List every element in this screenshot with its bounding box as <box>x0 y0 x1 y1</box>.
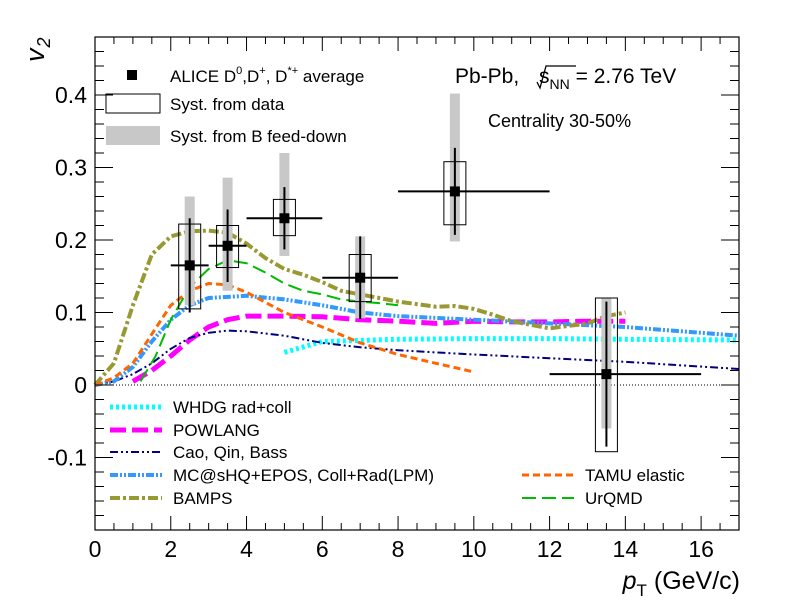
x-tick-label: 14 <box>613 536 639 562</box>
x-tick-label: 0 <box>89 536 102 562</box>
system-energy-label: Pb-Pb, sNN = 2.76 TeV <box>455 65 676 92</box>
legend-syst-data-label: Syst. from data <box>170 95 285 114</box>
data-point-5 <box>601 369 612 380</box>
x-tick-label: 6 <box>316 536 329 562</box>
x-axis-title: pT (GeV/c) <box>622 567 740 600</box>
x-tick-label: 8 <box>392 536 405 562</box>
centrality-label: Centrality 30-50% <box>488 111 631 131</box>
data-points <box>170 147 702 447</box>
y-tick-label: 0.1 <box>55 300 87 326</box>
legend-label-urqmd: UrQMD <box>585 489 643 508</box>
tick-labels: 0 2 4 6 8 10 12 14 16 -0.1 0 0.1 0.2 0.3 0.4 <box>47 82 714 562</box>
legend-syst-feeddown-label: Syst. from B feed-down <box>170 127 347 146</box>
y-tick-label: 0 <box>74 372 87 398</box>
curve-mc-shq-epos-coll-rad-lpm <box>94 293 740 387</box>
curve-whdg-rad-coll <box>283 336 740 355</box>
legend-label-bamps: BAMPS <box>173 489 233 508</box>
data-point-1 <box>222 240 233 251</box>
legend-data-marker <box>127 70 137 80</box>
y-tick-label: 0.4 <box>55 82 87 108</box>
x-tick-label: 10 <box>461 536 487 562</box>
x-tick-label: 2 <box>164 536 177 562</box>
legend-syst-data-box <box>105 93 161 114</box>
legend-data-label: ALICE D0,D+, D*+ average <box>170 65 364 86</box>
model-curves <box>93 228 740 387</box>
curve-urqmd <box>139 259 399 382</box>
x-tick-label: 12 <box>537 536 563 562</box>
legend-top: ALICE D0,D+, D*+ average Syst. from data… <box>105 65 364 146</box>
y-tick-label: -0.1 <box>47 445 87 471</box>
axis-ticks <box>94 36 740 530</box>
data-point-4 <box>449 186 460 197</box>
x-tick-label: 4 <box>240 536 253 562</box>
legend-models: WHDG rad+coll POWLANG Cao, Qin, Bass MC@sHQ… <box>110 398 685 508</box>
y-tick-label: 0.3 <box>55 155 87 181</box>
data-point-0 <box>184 260 195 271</box>
data-point-2 <box>279 213 290 224</box>
y-tick-label: 0.2 <box>55 227 87 253</box>
y-axis-title: v2 <box>20 37 54 62</box>
x-tick-label: 16 <box>688 536 714 562</box>
legend-syst-feeddown-box <box>106 126 160 145</box>
legend-label-mc-shq-epos-coll-rad-lpm: MC@sHQ+EPOS, Coll+Rad(LPM) <box>173 466 434 485</box>
curve-cao-qin-bass <box>94 329 740 386</box>
sqrt-sign <box>536 65 576 90</box>
curve-bamps <box>93 228 626 387</box>
y-axis-title-sub: 2 <box>34 37 54 48</box>
legend-label-whdg-rad-coll: WHDG rad+coll <box>173 398 292 417</box>
data-point-3 <box>355 272 366 283</box>
legend-label-cao-qin-bass: Cao, Qin, Bass <box>173 443 287 462</box>
legend-label-tamu-elastic: TAMU elastic <box>585 466 685 485</box>
legend-label-powlang: POWLANG <box>173 421 260 440</box>
